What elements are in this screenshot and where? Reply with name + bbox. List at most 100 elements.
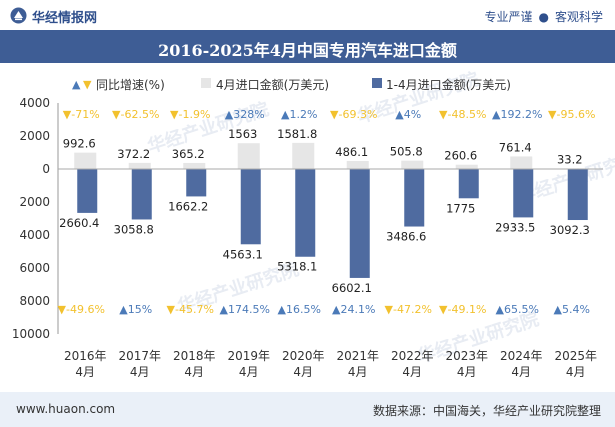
bar-cumulative <box>295 169 316 257</box>
april-value-label: 1563 <box>228 127 257 141</box>
april-growth-label: ▲192.2% <box>492 108 542 121</box>
slogan: 专业严谨 ● 客观科学 <box>484 8 603 25</box>
y-tick-label: 8000 <box>19 294 50 308</box>
x-tick-label: 2018年 <box>173 349 216 363</box>
bar-cumulative <box>186 169 207 197</box>
legend-april-swatch <box>201 78 211 88</box>
y-tick-label: 0 <box>42 162 50 176</box>
slogan-separator: ● <box>538 10 549 24</box>
x-tick-label-month: 4月 <box>511 365 531 379</box>
title-bar <box>0 30 615 63</box>
cumulative-growth-label: ▼-49.6% <box>58 303 105 316</box>
cumulative-value-label: 3486.6 <box>386 230 426 244</box>
top-bar: 华经情报网 专业严谨 ● 客观科学 <box>0 0 615 30</box>
legend-growth-label: 同比增速(%) <box>96 78 165 92</box>
y-tick-label: 4000 <box>19 228 50 242</box>
cumulative-growth-label: ▼-47.2% <box>385 303 432 316</box>
x-tick-label-month: 4月 <box>293 365 313 379</box>
cumulative-growth-label: ▲65.5% <box>496 303 539 316</box>
april-value-label: 1581.8 <box>277 127 317 141</box>
x-axis: 2016年 4月 2017年 4月 2018年 4月 2019年 4月 2020年 4月 2021年… <box>64 349 597 379</box>
bar-cumulative <box>513 169 534 218</box>
x-tick-label-month: 4月 <box>184 365 204 379</box>
cumulative-value-label: 5318.1 <box>277 260 317 274</box>
cumulative-value-label: 3092.3 <box>550 223 590 237</box>
bar-april <box>292 142 315 169</box>
value-labels: 992.6 2660.4 372.2 3058.8 365.2 1662.2 1563 456… <box>59 127 590 295</box>
april-growth-label: ▼-71% <box>63 108 100 121</box>
april-growth-label: ▲1.2% <box>281 108 317 121</box>
cumulative-growth-label: ▲5.4% <box>554 303 590 316</box>
legend: ▲ ▼ 同比增速(%) 4月进口金额(万美元) 1-4月进口金额(万美元) <box>72 77 511 92</box>
chart-title: 2016-2025年4月中国专用汽车进口金额 <box>158 41 457 60</box>
slogan-left: 专业严谨 <box>484 10 533 24</box>
x-tick-label-month: 4月 <box>239 365 259 379</box>
cumulative-growth-label: ▲174.5% <box>220 303 270 316</box>
y-tick-label: 2000 <box>19 129 50 143</box>
x-tick-label: 2022年 <box>391 349 434 363</box>
bar-cumulative <box>404 169 425 227</box>
x-tick-label-month: 4月 <box>348 365 368 379</box>
bar-april <box>74 152 97 169</box>
april-growth-label: ▼-62.5% <box>112 108 159 121</box>
x-tick-label: 2019年 <box>227 349 270 363</box>
growth-labels: ▼-71% ▼-49.6% ▼-62.5% ▲15% ▼-1.9% ▼-45.7% ▲328… <box>58 108 596 316</box>
april-growth-label: ▼-48.5% <box>439 108 486 121</box>
legend-april-label: 4月进口金额(万美元) <box>216 77 329 92</box>
x-tick-label: 2025年 <box>554 349 597 363</box>
cumulative-growth-label: ▼-49.1% <box>439 303 486 316</box>
legend-down-triangle: ▼ <box>83 78 92 91</box>
cumulative-value-label: 1662.2 <box>168 199 208 213</box>
cumulative-value-label: 2660.4 <box>59 216 99 230</box>
april-value-label: 505.8 <box>390 145 423 159</box>
cumulative-value-label: 2933.5 <box>495 220 535 234</box>
legend-cumulative-label: 1-4月进口金额(万美元) <box>386 77 511 92</box>
cumulative-value-label: 4563.1 <box>223 247 263 261</box>
april-growth-label: ▼-69.3% <box>330 108 377 121</box>
y-tick-label: 2000 <box>19 195 50 209</box>
bar-cumulative <box>77 169 98 213</box>
april-growth-label: ▼-95.6% <box>548 108 595 121</box>
footer-website: www.huaon.com <box>16 402 116 416</box>
april-value-label: 992.6 <box>63 137 96 151</box>
bar-cumulative <box>131 169 152 220</box>
cumulative-value-label: 6602.1 <box>332 281 372 295</box>
april-value-label: 372.2 <box>117 147 150 161</box>
bar-april <box>128 162 151 169</box>
x-tick-label-month: 4月 <box>75 365 95 379</box>
april-growth-label: ▲4% <box>395 108 421 121</box>
april-growth-label: ▼-1.9% <box>170 108 210 121</box>
x-tick-label: 2016年 <box>64 349 107 363</box>
bars <box>74 142 588 278</box>
footer-bar <box>0 392 615 427</box>
legend-cumulative-swatch <box>372 78 382 88</box>
april-value-label: 260.6 <box>444 149 477 163</box>
cumulative-value-label: 3058.8 <box>114 222 154 236</box>
bar-april <box>183 162 206 169</box>
x-tick-label: 2023年 <box>445 349 488 363</box>
y-tick-label: 6000 <box>19 261 50 275</box>
brand-name: 华经情报网 <box>32 11 98 26</box>
bar-cumulative <box>458 169 479 199</box>
slogan-right: 客观科学 <box>554 10 603 24</box>
cumulative-value-label: 1775 <box>446 201 475 215</box>
cumulative-growth-label: ▲16.5% <box>278 303 321 316</box>
bar-cumulative <box>567 169 588 221</box>
x-tick-label-month: 4月 <box>457 365 477 379</box>
april-value-label: 761.4 <box>499 140 532 154</box>
bar-cumulative <box>240 169 261 245</box>
footer-source: 数据来源：中国海关，华经产业研究院整理 <box>372 404 601 418</box>
april-value-label: 365.2 <box>172 147 205 161</box>
bar-cumulative <box>349 169 370 278</box>
x-tick-label: 2017年 <box>118 349 161 363</box>
april-value-label: 33.2 <box>557 152 583 166</box>
bar-april <box>237 143 260 169</box>
x-tick-label-month: 4月 <box>402 365 422 379</box>
x-tick-label: 2021年 <box>336 349 379 363</box>
bar-april <box>455 164 478 169</box>
bar-april <box>401 160 424 169</box>
april-value-label: 486.1 <box>335 145 368 159</box>
cumulative-growth-label: ▼-45.7% <box>167 303 214 316</box>
